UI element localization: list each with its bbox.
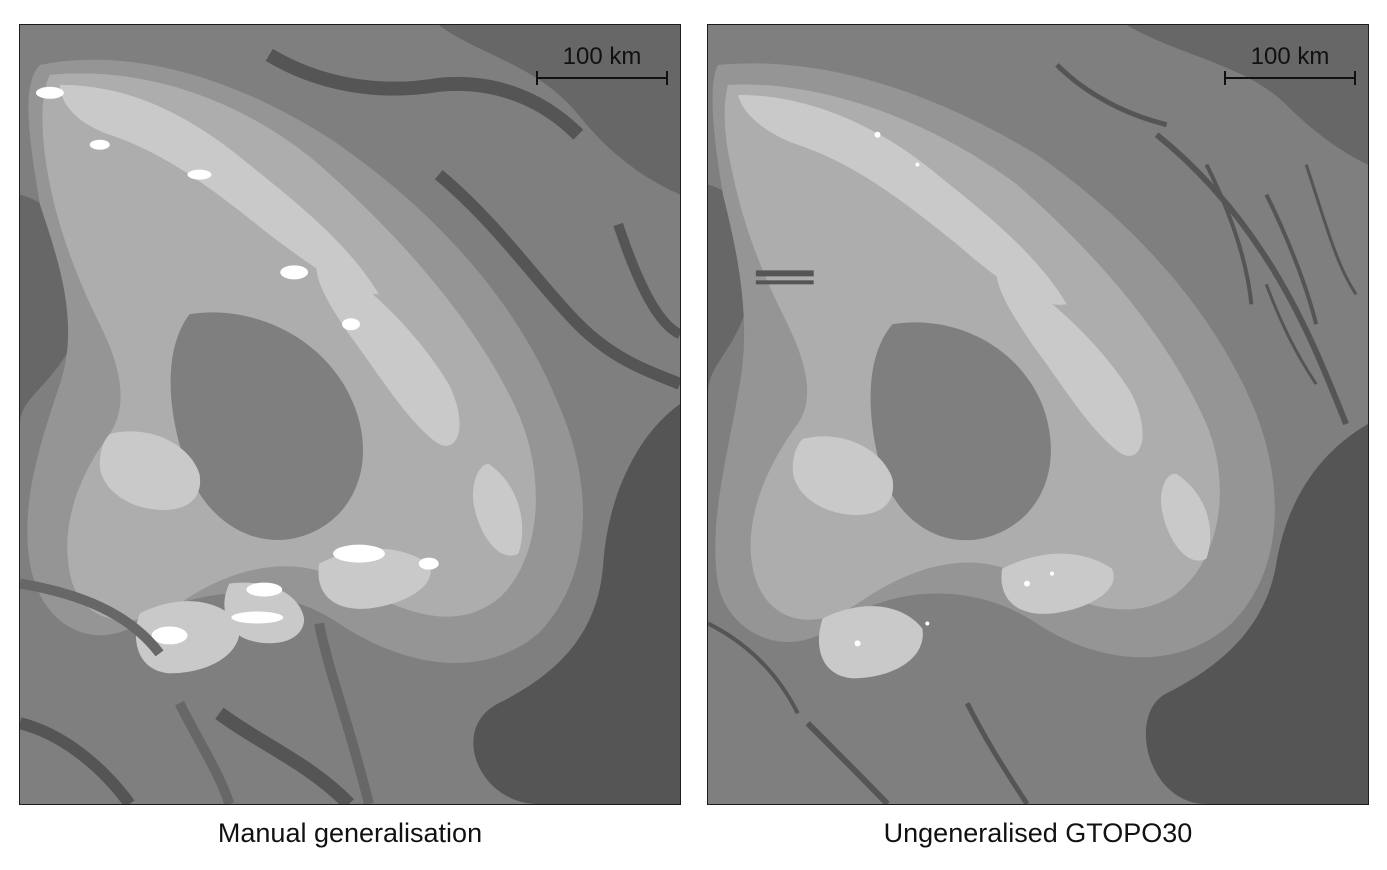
caption-ungeneralised-gtopo30: Ungeneralised GTOPO30 bbox=[883, 818, 1193, 848]
scale-line bbox=[1224, 77, 1356, 79]
scale-tick-right bbox=[666, 71, 668, 85]
map-panel-manual: 100 km bbox=[19, 24, 681, 805]
scale-bar: 100 km bbox=[536, 43, 668, 87]
map-panel-gtopo30: 100 km bbox=[707, 24, 1369, 805]
elevation-map-gtopo30 bbox=[708, 25, 1368, 804]
scale-tick-left bbox=[1224, 71, 1226, 85]
scale-label: 100 km bbox=[562, 43, 642, 70]
caption-manual-generalisation: Manual generalisation bbox=[217, 818, 483, 848]
scale-tick-left bbox=[536, 71, 538, 85]
scale-bar: 100 km bbox=[1224, 43, 1356, 87]
scale-label: 100 km bbox=[1250, 43, 1330, 70]
scale-tick-right bbox=[1354, 71, 1356, 85]
elevation-map-manual bbox=[20, 25, 680, 804]
scale-line bbox=[536, 77, 668, 79]
